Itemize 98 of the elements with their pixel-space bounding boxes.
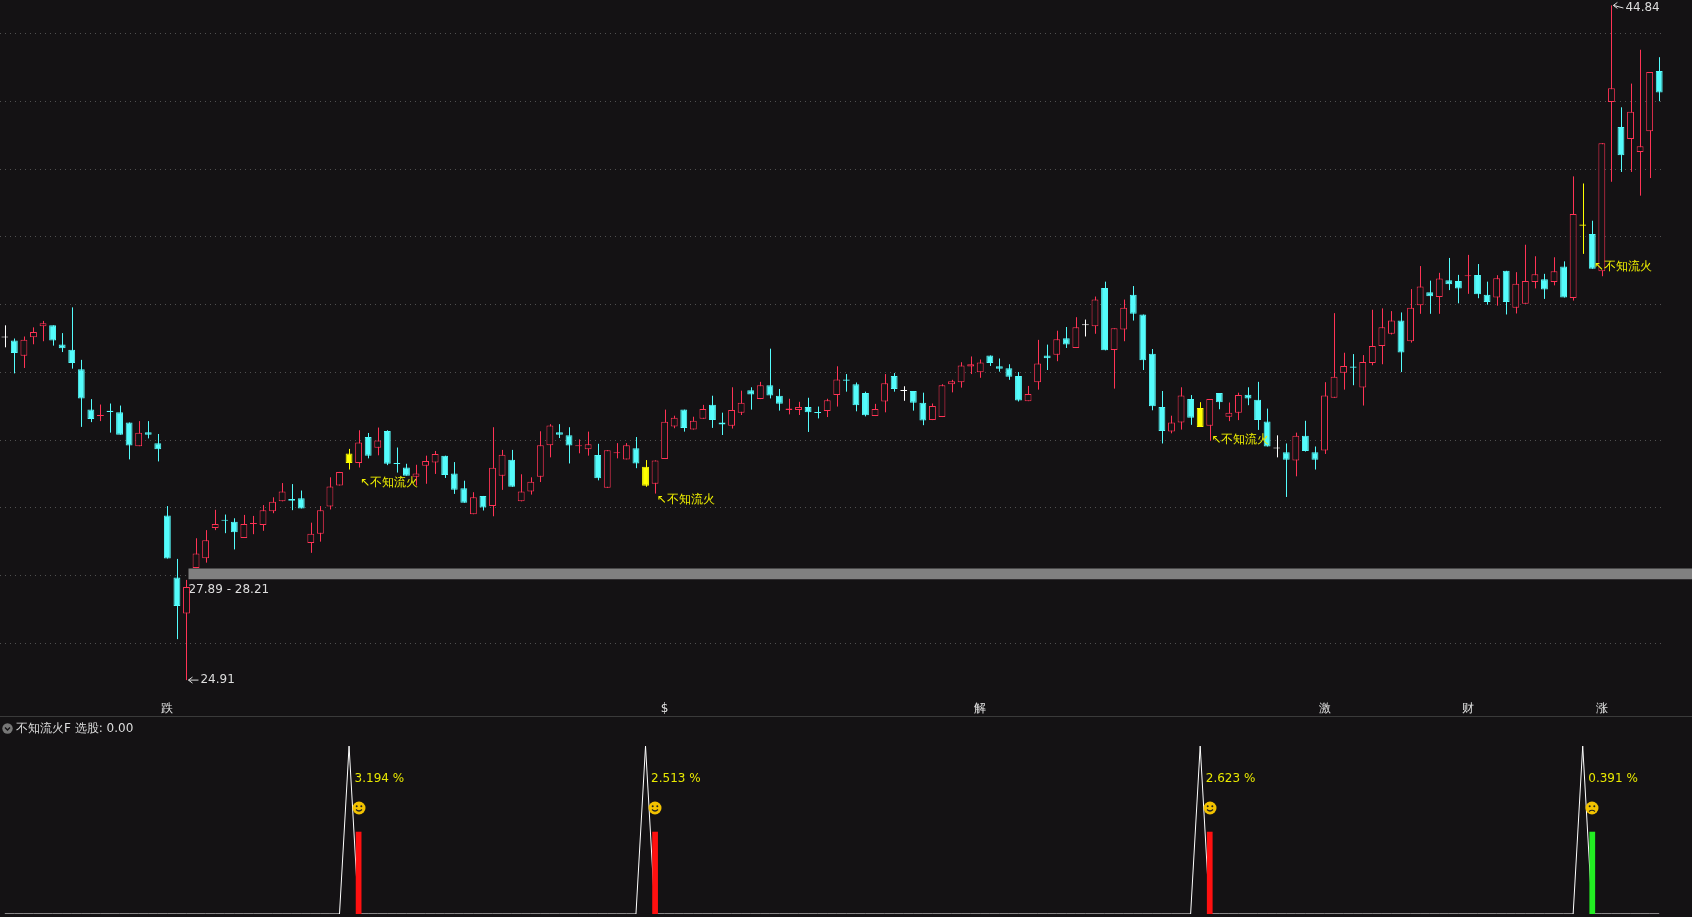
x-tick-label: 财 bbox=[1461, 700, 1474, 715]
candlestick bbox=[1225, 402, 1233, 422]
candlestick bbox=[881, 373, 889, 413]
candlestick bbox=[718, 412, 726, 436]
candlestick bbox=[1426, 280, 1434, 315]
candlestick bbox=[1282, 442, 1290, 498]
candlestick bbox=[116, 405, 123, 436]
candlestick bbox=[355, 429, 363, 468]
candlestick bbox=[1158, 390, 1166, 444]
band-label: 27.89 - 28.21 bbox=[188, 582, 270, 597]
candlestick bbox=[852, 382, 860, 412]
candlestick bbox=[1416, 265, 1424, 315]
candlestick bbox=[1034, 339, 1042, 391]
chart-title: 不知流火F 选股: 0.00 bbox=[16, 720, 134, 737]
candlestick bbox=[1110, 327, 1118, 390]
candlestick bbox=[1340, 352, 1348, 391]
candlestick bbox=[594, 443, 602, 481]
candlestick bbox=[1493, 274, 1501, 307]
annotation: 0.391 % bbox=[1588, 770, 1638, 785]
candlestick bbox=[1292, 432, 1300, 477]
candlestick bbox=[316, 505, 324, 543]
candlestick bbox=[1072, 316, 1080, 349]
x-tick-label: 解 bbox=[974, 700, 987, 715]
candlestick bbox=[919, 392, 927, 426]
candlestick bbox=[87, 398, 95, 423]
candlestick bbox=[20, 335, 28, 369]
candlestick bbox=[364, 432, 372, 459]
candlestick bbox=[976, 359, 984, 379]
candlestick bbox=[1053, 330, 1061, 362]
x-tick-label: 跌 bbox=[161, 700, 174, 715]
candlestick bbox=[1512, 271, 1520, 314]
candlestick bbox=[68, 306, 76, 370]
candlestick bbox=[431, 450, 439, 475]
annotation: 24.91 bbox=[200, 672, 235, 687]
annotation: ↖不知流火 bbox=[656, 491, 715, 506]
candlestick bbox=[833, 365, 841, 408]
candlestick bbox=[422, 455, 430, 485]
candlestick bbox=[1062, 326, 1070, 349]
candlestick bbox=[1483, 281, 1491, 306]
candlestick bbox=[1254, 381, 1262, 431]
candlestick bbox=[1378, 307, 1386, 365]
candlestick bbox=[1521, 244, 1529, 305]
candlestick bbox=[737, 390, 745, 416]
candlestick bbox=[1301, 420, 1309, 453]
candlestick bbox=[862, 391, 869, 417]
candlestick bbox=[1541, 273, 1548, 300]
annotation: 2.513 % bbox=[651, 770, 701, 785]
annotation: 3.194 % bbox=[354, 770, 405, 785]
candlestick bbox=[154, 433, 162, 462]
candlestick bbox=[546, 423, 554, 458]
x-tick-label: $ bbox=[660, 700, 669, 715]
candlestick bbox=[1636, 49, 1644, 197]
candlestick bbox=[728, 386, 736, 430]
candlestick bbox=[1187, 394, 1195, 426]
candlestick bbox=[125, 421, 133, 460]
candlestick bbox=[775, 388, 783, 412]
candlestick bbox=[240, 514, 248, 539]
candlestick bbox=[230, 517, 238, 550]
candlestick bbox=[957, 361, 965, 389]
annotation: 2.623 % bbox=[1205, 770, 1256, 785]
candlestick bbox=[10, 338, 18, 374]
candlestick bbox=[211, 509, 219, 531]
x-tick-label: 激 bbox=[1318, 700, 1331, 715]
candlestick bbox=[1196, 401, 1204, 428]
candlestick bbox=[1607, 4, 1615, 183]
candlestick bbox=[1435, 272, 1443, 315]
candlestick bbox=[498, 449, 506, 491]
candlestick bbox=[1330, 312, 1338, 399]
candlestick bbox=[584, 431, 592, 457]
candlestick bbox=[374, 427, 382, 456]
candlestick bbox=[651, 459, 659, 495]
candlestick bbox=[1120, 299, 1128, 342]
candlestick bbox=[345, 448, 353, 471]
candlestick bbox=[1234, 392, 1242, 421]
candlestick bbox=[1655, 56, 1663, 102]
candlestick bbox=[766, 348, 774, 399]
candlestick bbox=[517, 473, 525, 502]
candlestick bbox=[202, 529, 210, 564]
x-tick-label: 涨 bbox=[1595, 700, 1608, 715]
annotation: 44.84 bbox=[1625, 0, 1660, 15]
candlestick bbox=[326, 476, 334, 510]
candlestick bbox=[642, 459, 649, 488]
candlestick bbox=[709, 395, 716, 429]
candlestick bbox=[1531, 255, 1539, 289]
candlestick bbox=[1043, 344, 1051, 371]
candlestick bbox=[1454, 274, 1462, 304]
candlestick bbox=[890, 372, 898, 393]
candlestick bbox=[307, 522, 315, 554]
annotation: ↖不知流火 bbox=[1593, 259, 1652, 274]
candlestick bbox=[1359, 354, 1367, 407]
candlestick bbox=[1445, 257, 1453, 291]
candlestick bbox=[747, 386, 755, 411]
candlestick bbox=[450, 461, 458, 495]
candlestick bbox=[135, 420, 143, 447]
candlestick bbox=[1129, 285, 1137, 322]
candlestick bbox=[1015, 371, 1022, 402]
candlestick bbox=[1474, 263, 1481, 299]
candlestick bbox=[1368, 309, 1376, 366]
